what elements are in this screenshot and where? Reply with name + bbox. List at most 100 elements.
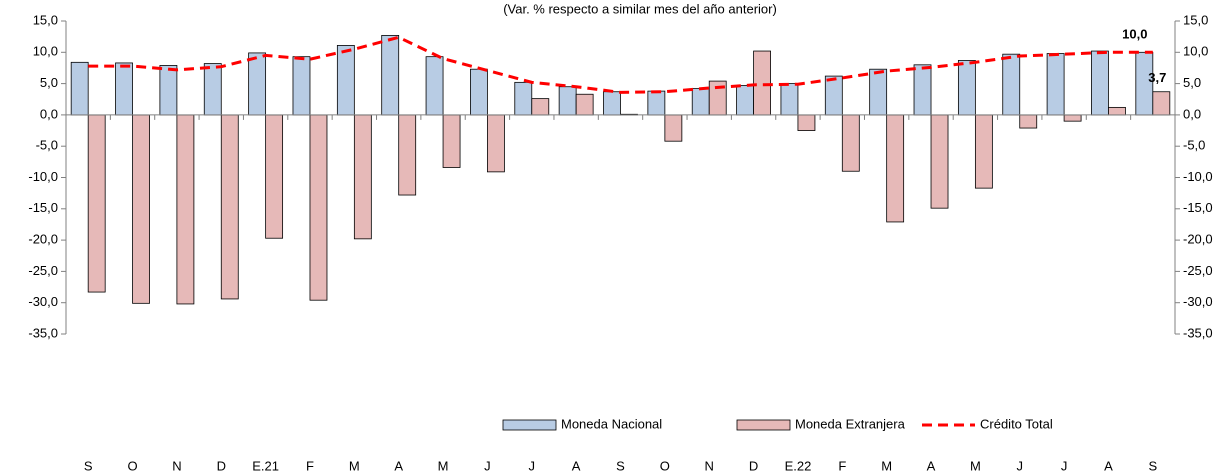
- x-tick-label: M: [349, 458, 360, 473]
- x-tick-label: M: [970, 458, 981, 473]
- x-tick-label: A: [394, 458, 403, 473]
- bar: [1091, 50, 1109, 116]
- y-tick-label: -10,0: [28, 169, 58, 184]
- x-tick-label: F: [838, 458, 846, 473]
- bar: [691, 88, 710, 116]
- y-tick-label: 15,0: [33, 12, 58, 27]
- x-tick-label: J: [1061, 458, 1068, 473]
- x-tick-label: J: [484, 458, 491, 473]
- x-tick-label: O: [127, 458, 137, 473]
- bar: [647, 90, 666, 116]
- bar: [176, 114, 195, 305]
- bar: [1063, 114, 1082, 122]
- bar: [1152, 91, 1171, 116]
- bar: [531, 98, 550, 116]
- bar: [753, 50, 771, 116]
- bar: [115, 62, 133, 116]
- bar: [442, 114, 461, 168]
- bar: [1046, 53, 1065, 116]
- bar: [1019, 114, 1038, 129]
- legend-swatch: [736, 419, 791, 431]
- x-tick-label: D: [749, 458, 758, 473]
- bar: [398, 114, 417, 196]
- y2-tick-label: 10,0: [1183, 44, 1208, 59]
- x-tick-label: F: [306, 458, 314, 473]
- y-tick-label: -5,0: [36, 138, 58, 153]
- y2-tick-label: 0,0: [1183, 106, 1201, 121]
- bar: [203, 63, 222, 116]
- line: [88, 35, 1153, 94]
- data-label: 3,7: [1148, 70, 1166, 85]
- bar: [780, 83, 799, 116]
- x-tick-label: E.21: [252, 458, 279, 473]
- bar: [841, 114, 860, 172]
- y2-tick-label: -30,0: [1183, 294, 1213, 309]
- bar: [381, 34, 400, 116]
- legend-label: Crédito Total: [980, 416, 1053, 431]
- data-label: 10,0: [1122, 27, 1147, 42]
- x-tick-label: J: [1016, 458, 1023, 473]
- x-tick-label: M: [881, 458, 892, 473]
- x-tick-label: J: [529, 458, 536, 473]
- x-tick-label: S: [84, 458, 93, 473]
- y2-tick-label: -10,0: [1183, 169, 1213, 184]
- x-tick-label: D: [217, 458, 226, 473]
- y-tick-label: -25,0: [28, 263, 58, 278]
- x-tick-label: S: [616, 458, 625, 473]
- x-tick-label: A: [572, 458, 581, 473]
- x-tick-label: A: [1104, 458, 1113, 473]
- bar: [309, 114, 328, 301]
- bar: [603, 91, 621, 116]
- bar: [70, 61, 89, 116]
- bar: [869, 68, 888, 116]
- y-tick-label: -30,0: [28, 294, 58, 309]
- legend-label: Moneda Extranjera: [795, 416, 906, 431]
- y-tick-label: 0,0: [40, 106, 58, 121]
- bar: [913, 64, 932, 116]
- y-tick-label: -15,0: [28, 200, 58, 215]
- x-tick-label: O: [660, 458, 670, 473]
- x-tick-label: A: [927, 458, 936, 473]
- y-tick-label: -35,0: [28, 325, 58, 340]
- y2-tick-label: -5,0: [1183, 138, 1205, 153]
- x-tick-label: S: [1148, 458, 1157, 473]
- bar: [886, 114, 905, 223]
- bar: [558, 86, 577, 116]
- bar: [974, 114, 993, 189]
- bar: [957, 60, 976, 116]
- y-tick-label: -20,0: [28, 232, 58, 247]
- y2-tick-label: -35,0: [1183, 325, 1213, 340]
- y-tick-label: 10,0: [33, 44, 58, 59]
- x-tick-label: N: [172, 458, 181, 473]
- x-tick-label: E.22: [785, 458, 812, 473]
- bar: [425, 56, 444, 116]
- bar: [1108, 106, 1126, 116]
- legend-label: Moneda Nacional: [561, 416, 662, 431]
- bar: [575, 93, 594, 116]
- y2-tick-label: -20,0: [1183, 232, 1213, 247]
- bar: [353, 114, 372, 240]
- y2-tick-label: -15,0: [1183, 200, 1213, 215]
- bar: [159, 65, 178, 116]
- bar: [336, 45, 355, 116]
- x-tick-label: M: [438, 458, 449, 473]
- bar: [248, 52, 267, 116]
- bar: [470, 68, 488, 116]
- bar: [87, 114, 106, 293]
- bar: [797, 114, 816, 131]
- y-tick-label: 5,0: [40, 75, 58, 90]
- bar: [824, 75, 843, 116]
- bar: [736, 85, 754, 116]
- bar: [1002, 53, 1021, 116]
- chart-subtitle: (Var. % respecto a similar mes del año a…: [503, 1, 777, 16]
- bar: [514, 81, 533, 116]
- y2-tick-label: 5,0: [1183, 75, 1201, 90]
- bar: [220, 114, 239, 300]
- y2-tick-label: -25,0: [1183, 263, 1213, 278]
- x-tick-label: N: [705, 458, 714, 473]
- legend-swatch: [502, 419, 557, 431]
- bar: [664, 114, 683, 142]
- y2-tick-label: 15,0: [1183, 12, 1208, 27]
- bar: [292, 56, 311, 116]
